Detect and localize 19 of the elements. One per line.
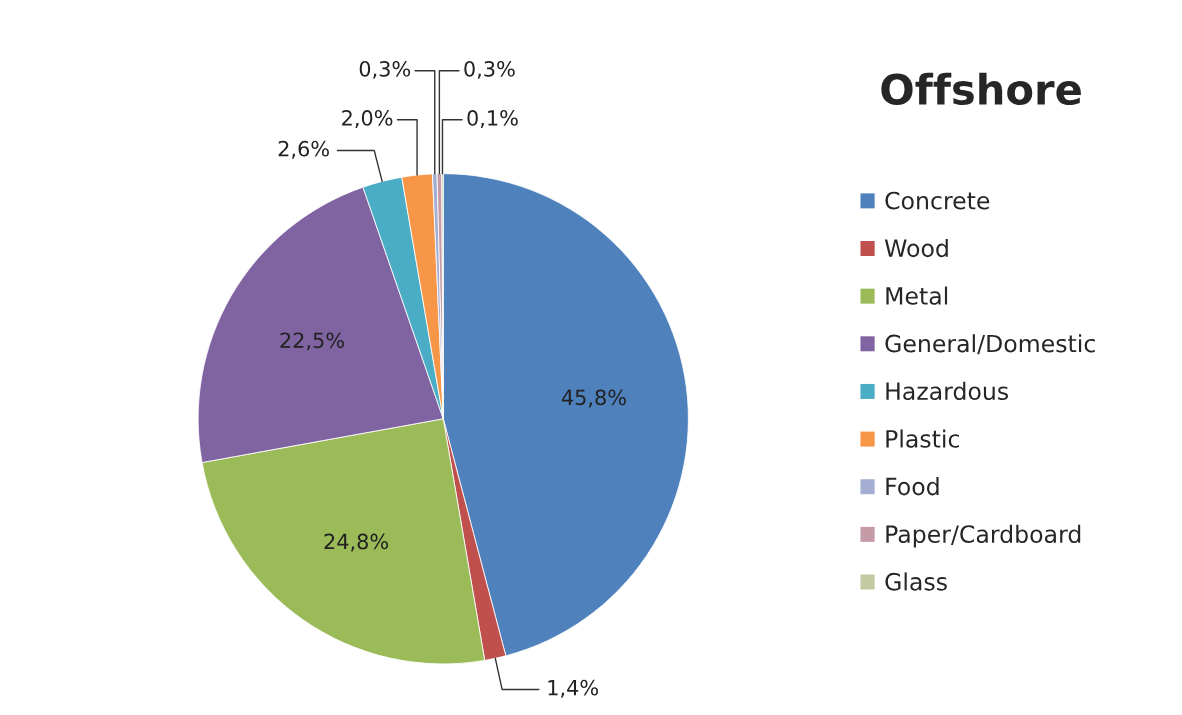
legend-label: Hazardous — [886, 381, 1009, 401]
data-label: 0,1% — [467, 110, 518, 128]
data-label: 2,0% — [342, 110, 393, 128]
data-label: 45,8% — [561, 389, 626, 408]
legend-label: Plastic — [886, 429, 959, 448]
chart-title: Offshore — [881, 72, 1081, 106]
legend-label: Paper/Cardboard — [886, 524, 1081, 548]
legend-label: Glass — [885, 572, 947, 591]
data-label: 22,5% — [280, 332, 344, 351]
legend-label: Wood — [884, 238, 948, 258]
data-label: 0,3% — [464, 60, 515, 79]
legend-label: Concrete — [885, 191, 990, 210]
legend-label: Metal — [886, 286, 948, 305]
data-label: 1,4% — [548, 679, 598, 698]
data-label: 0,3% — [359, 60, 411, 79]
data-label: 24,8% — [324, 533, 389, 552]
legend-label: General/Domestic — [885, 334, 1095, 355]
legend-label: Food — [886, 477, 939, 496]
data-label: 2,6% — [278, 140, 329, 159]
